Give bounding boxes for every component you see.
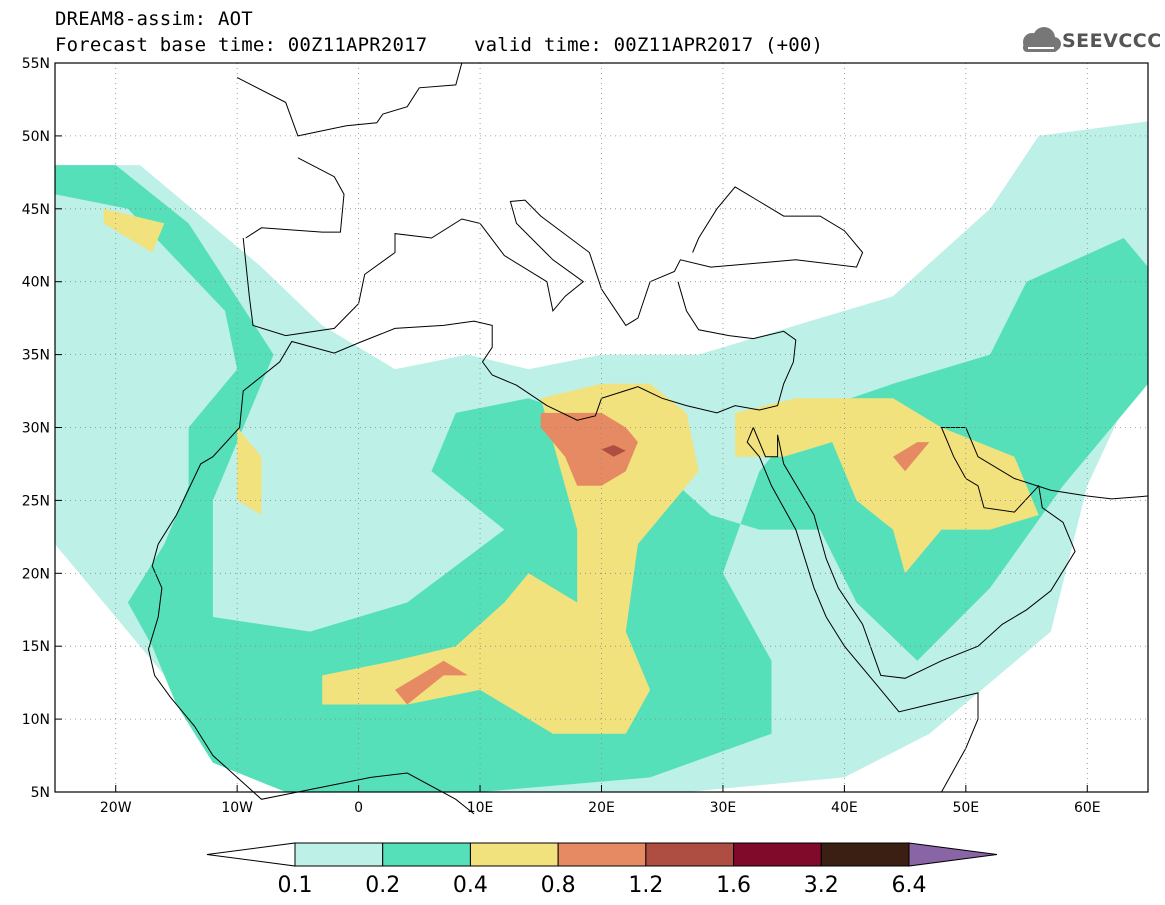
lat-tick-label: 55N [22,56,50,72]
lat-tick-label: 35N [22,348,50,364]
colorbar-cell [733,842,822,867]
coastline-segment [147,281,797,800]
lat-tick-label: 50N [22,129,50,145]
lon-tick-label: 30E [710,800,737,816]
coastline-segment [242,186,864,337]
coastline-segment [752,427,1149,679]
lon-tick-label: 10W [221,800,253,816]
coastline-segment [746,427,979,793]
lon-tick-label: 20E [588,800,615,816]
colorbar-cell [557,842,647,867]
lon-tick-label: 20W [100,800,132,816]
colorbar-cell [469,842,559,867]
map-frame [54,62,1149,793]
lat-tick-label: 5N [31,785,50,801]
colorbar-cell [206,842,296,867]
lon-tick-label: 50E [952,800,979,816]
colorbar-labels: 0.1 0.2 0.4 0.8 1.2 1.6 3.2 6.4 [278,873,927,898]
colorbar-cell [645,842,735,867]
lat-tick-label: 45N [22,202,50,218]
colorbar-cells [206,842,998,867]
colorbar-label: 3.2 [804,873,839,898]
lon-tick-label: 0 [354,800,363,816]
latitude-labels: 55N 50N 45N 40N 35N 30N 25N 20N 15N 10N 5N [22,56,50,801]
colorbar-label: 1.6 [716,873,751,898]
aot-region-0.8-1.2 [540,412,638,486]
forecast-time-subtitle: Forecast base time: 00Z11APR2017 valid t… [55,34,824,56]
colorbar-label: 1.2 [628,873,663,898]
lon-tick-label: 40E [831,800,858,816]
cloud-icon [1023,27,1061,52]
chart-title: DREAM8-assim: AOT [55,8,253,30]
colorbar-cell [294,842,384,867]
lon-tick-label: 60E [1074,800,1101,816]
lat-tick-label: 30N [22,421,50,437]
coastline-segment [245,157,345,239]
lon-tick-label: 10E [467,800,494,816]
longitude-labels: 20W 10W 0 10E 20E 30E 40E 50E 60E [100,800,1101,816]
colorbar-label: 0.1 [278,873,313,898]
aot-region-0.8-1.2 [893,442,930,472]
seevccc-logo: SEEVCCC [1062,30,1162,52]
colorbar-label: 0.4 [453,873,488,898]
lat-tick-label: 40N [22,275,50,291]
colorbar-label: 0.2 [365,873,400,898]
coastlines [147,62,1149,815]
colorbar-cell [382,842,471,867]
aot-region-0.4-0.8 [103,208,165,253]
aot-region-0.8-1.2 [395,660,468,705]
lat-tick-label: 10N [22,712,50,728]
colorbar-cell [820,842,910,867]
colorbar-label: 6.4 [892,873,927,898]
coastline-segment [236,62,463,137]
map-grid [55,63,1148,792]
coastline-segment [297,772,475,815]
lat-tick-label: 20N [22,566,50,582]
aot-region-1.2-1.6 [601,445,626,457]
lat-tick-label: 15N [22,639,50,655]
aot-region-0.4-0.8 [735,398,1039,574]
aot-region-0.4-0.8 [237,427,262,515]
colorbar-label: 0.8 [541,873,576,898]
lat-tick-label: 25N [22,493,50,509]
colorbar-cell [908,842,998,867]
